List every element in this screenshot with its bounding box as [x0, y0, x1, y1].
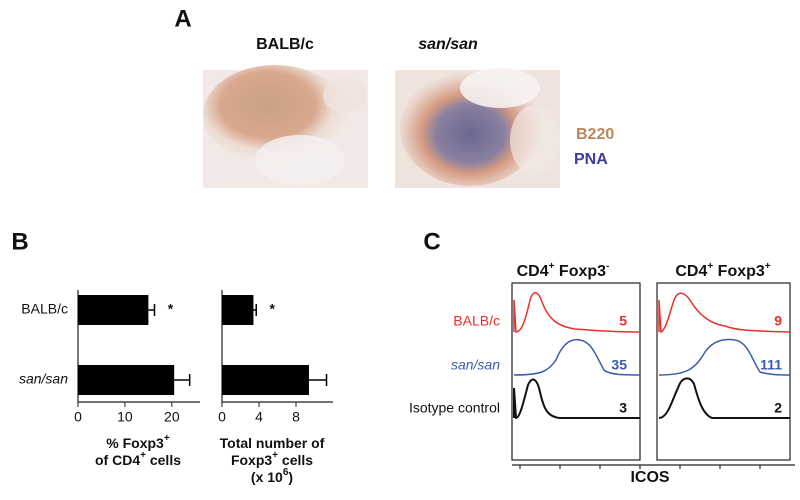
rich-text: Foxp3+ cells	[231, 450, 313, 468]
annotation: *	[269, 301, 275, 317]
error-bar	[148, 304, 156, 316]
rich-text: CD4+ Foxp3+	[675, 261, 770, 280]
text-part: CD4	[517, 263, 549, 280]
text-part: cells	[278, 452, 313, 468]
mfi-value: 5	[619, 313, 627, 329]
text-part: +	[765, 261, 771, 272]
axis-label: ICOS	[630, 469, 669, 486]
histology-image	[395, 68, 560, 188]
x-tick-label: 0	[218, 409, 226, 425]
bar	[78, 295, 149, 325]
x-tick-label: 0	[74, 409, 82, 425]
stain-label: B220	[576, 126, 614, 143]
strain-label: san/san	[418, 36, 478, 53]
text-part: of CD4	[95, 452, 140, 468]
category-label: BALB/c	[21, 301, 68, 317]
x-tick-label: 4	[255, 409, 263, 425]
row-label: Isotype control	[409, 400, 500, 416]
text-part: Total number of	[220, 435, 325, 451]
annotation: *	[168, 301, 174, 317]
mfi-value: 2	[774, 400, 782, 416]
x-tick-label: 10	[117, 409, 133, 425]
bar	[222, 295, 254, 325]
error-bar	[308, 374, 328, 386]
text-part: CD4	[675, 263, 707, 280]
text-part: Foxp3	[554, 263, 606, 280]
text-part: cells	[146, 452, 181, 468]
text-part: +	[164, 433, 170, 444]
text-part: +	[549, 261, 555, 272]
rich-text: Total number of	[220, 435, 325, 451]
rich-text: % Foxp3+	[106, 433, 170, 451]
mfi-value: 111	[760, 357, 782, 373]
rich-text: (x 106)	[251, 467, 293, 485]
row-label: san/san	[451, 357, 500, 373]
mfi-value: 9	[774, 313, 782, 329]
text-part: Foxp3	[713, 263, 765, 280]
text-part: Foxp3	[231, 452, 272, 468]
panel-label: B	[11, 228, 28, 255]
category-label: san/san	[19, 371, 68, 387]
x-tick-label: 20	[164, 409, 180, 425]
mfi-value: 3	[619, 400, 627, 416]
text-part: 6	[283, 467, 289, 478]
panel-label: C	[423, 228, 440, 255]
text-part: -	[606, 261, 609, 272]
error-bar	[253, 304, 257, 316]
stain-label: PNA	[574, 151, 608, 168]
rich-text: of CD4+ cells	[95, 450, 181, 468]
mfi-value: 35	[611, 357, 627, 373]
text-part: +	[140, 450, 146, 461]
row-label: BALB/c	[453, 313, 500, 329]
text-part: )	[288, 469, 293, 485]
bar	[222, 365, 309, 395]
histogram-box	[511, 282, 795, 469]
text-part: +	[272, 450, 278, 461]
bar	[78, 365, 175, 395]
text-part: (x 10	[251, 469, 283, 485]
x-tick-label: 8	[292, 409, 300, 425]
text-part: +	[707, 261, 713, 272]
error-bar	[174, 374, 191, 386]
strain-label: BALB/c	[256, 36, 314, 53]
panel-label: A	[174, 5, 191, 32]
histology-image	[203, 65, 368, 188]
rich-text: CD4+ Foxp3-	[517, 261, 610, 280]
text-part: % Foxp3	[106, 435, 164, 451]
